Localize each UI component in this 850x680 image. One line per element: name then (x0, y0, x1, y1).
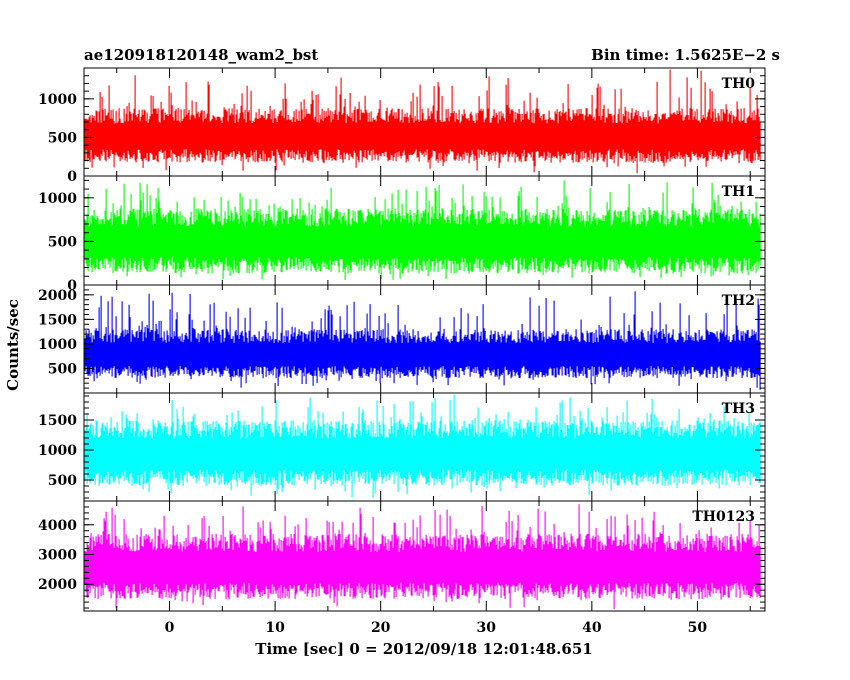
panel-th3: 500 1000 1500 TH3 (38, 392, 766, 502)
series-trace-th3 (84, 394, 761, 498)
x-tick-label: 50 (688, 620, 708, 636)
y-tick-label: 1000 (38, 191, 77, 207)
y-tick-label: 3000 (38, 548, 77, 564)
series-trace-th1 (84, 180, 761, 280)
x-tick-label: 30 (477, 620, 497, 636)
x-tick-label: 20 (371, 620, 391, 636)
panel-th2: 500 1000 1500 2000 TH2 (38, 284, 766, 394)
y-tick-label: 500 (48, 473, 77, 489)
chart-header-title: ae120918120148_wam2_bst (84, 46, 318, 64)
panel-label-th2: TH2 (722, 293, 755, 309)
panel-label-th1: TH1 (722, 184, 755, 200)
series-trace-th0 (84, 69, 761, 174)
x-tick-label: 40 (582, 620, 602, 636)
y-tick-label: 0 (67, 169, 77, 185)
panel-label-th0123: TH0123 (692, 509, 755, 525)
y-tick-label: 2000 (38, 577, 77, 593)
y-tick-label: 1000 (38, 443, 77, 459)
x-axis-label: Time [sec] 0 = 2012/09/18 12:01:48.651 (255, 640, 592, 658)
x-tick-label: 10 (265, 620, 285, 636)
x-tick-label: 0 (165, 620, 175, 636)
chart-header-bin-time: Bin time: 1.5625E−2 s (591, 46, 780, 64)
panel-frame (83, 500, 766, 612)
y-axis-label: Counts/sec (4, 299, 22, 391)
series-trace-th0123 (84, 504, 761, 610)
y-tick-label: 1500 (38, 413, 77, 429)
y-tick-label: 1000 (38, 92, 77, 108)
panel-th0123: 2000 3000 4000 TH0123 (38, 500, 766, 612)
y-tick-label: 0 (67, 278, 77, 294)
y-tick-label: 500 (48, 130, 77, 146)
panel-th0: 0 500 1000 TH0 (38, 67, 766, 185)
y-tick-label: 1000 (38, 337, 77, 353)
y-tick-label: 500 (48, 234, 77, 250)
series-trace-th2 (84, 291, 761, 390)
y-tick-label: 1500 (38, 312, 77, 328)
panel-label-th3: TH3 (722, 401, 755, 417)
panel-label-th0: TH0 (722, 76, 756, 92)
panel-th1: 0 500 1000 TH1 (38, 175, 766, 294)
y-tick-label: 4000 (38, 518, 77, 534)
y-tick-label: 2000 (38, 288, 77, 304)
y-tick-label: 500 (48, 361, 77, 377)
